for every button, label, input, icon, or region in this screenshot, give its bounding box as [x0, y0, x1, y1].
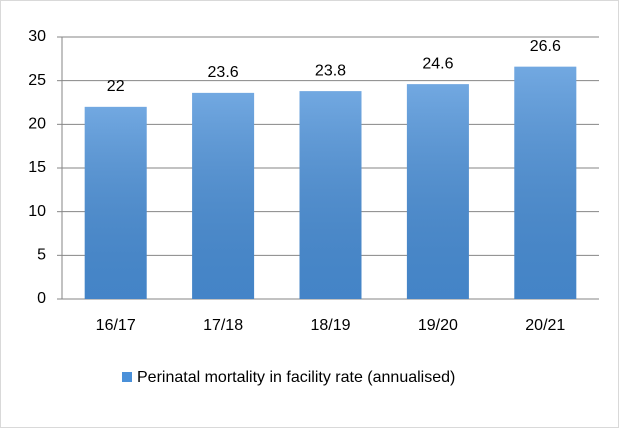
x-tick-label: 20/21	[525, 317, 565, 334]
x-tick-label: 19/20	[418, 317, 458, 334]
data-label: 23.6	[208, 64, 239, 81]
bar-shade	[192, 92, 255, 299]
y-tick-label: 15	[28, 159, 46, 176]
y-tick-label: 25	[28, 72, 46, 89]
x-tick-label: 17/18	[203, 317, 243, 334]
legend-label: Perinatal mortality in facility rate (an…	[137, 369, 455, 386]
bar-shade	[406, 84, 469, 299]
y-tick-label: 20	[28, 116, 46, 133]
data-label: 24.6	[422, 55, 453, 72]
data-label: 23.8	[315, 62, 346, 79]
y-tick-label: 0	[37, 290, 46, 307]
y-tick-label: 30	[28, 28, 46, 45]
x-tick-label: 18/19	[310, 317, 350, 334]
y-tick-label: 5	[37, 247, 46, 264]
legend-swatch	[122, 372, 132, 382]
x-tick-label: 16/17	[96, 317, 136, 334]
bar-shade	[299, 91, 362, 299]
data-label: 22	[107, 78, 125, 95]
y-tick-label: 10	[28, 203, 46, 220]
data-label: 26.6	[530, 38, 561, 55]
bar-shade	[84, 106, 147, 299]
bar-shade	[514, 66, 577, 300]
